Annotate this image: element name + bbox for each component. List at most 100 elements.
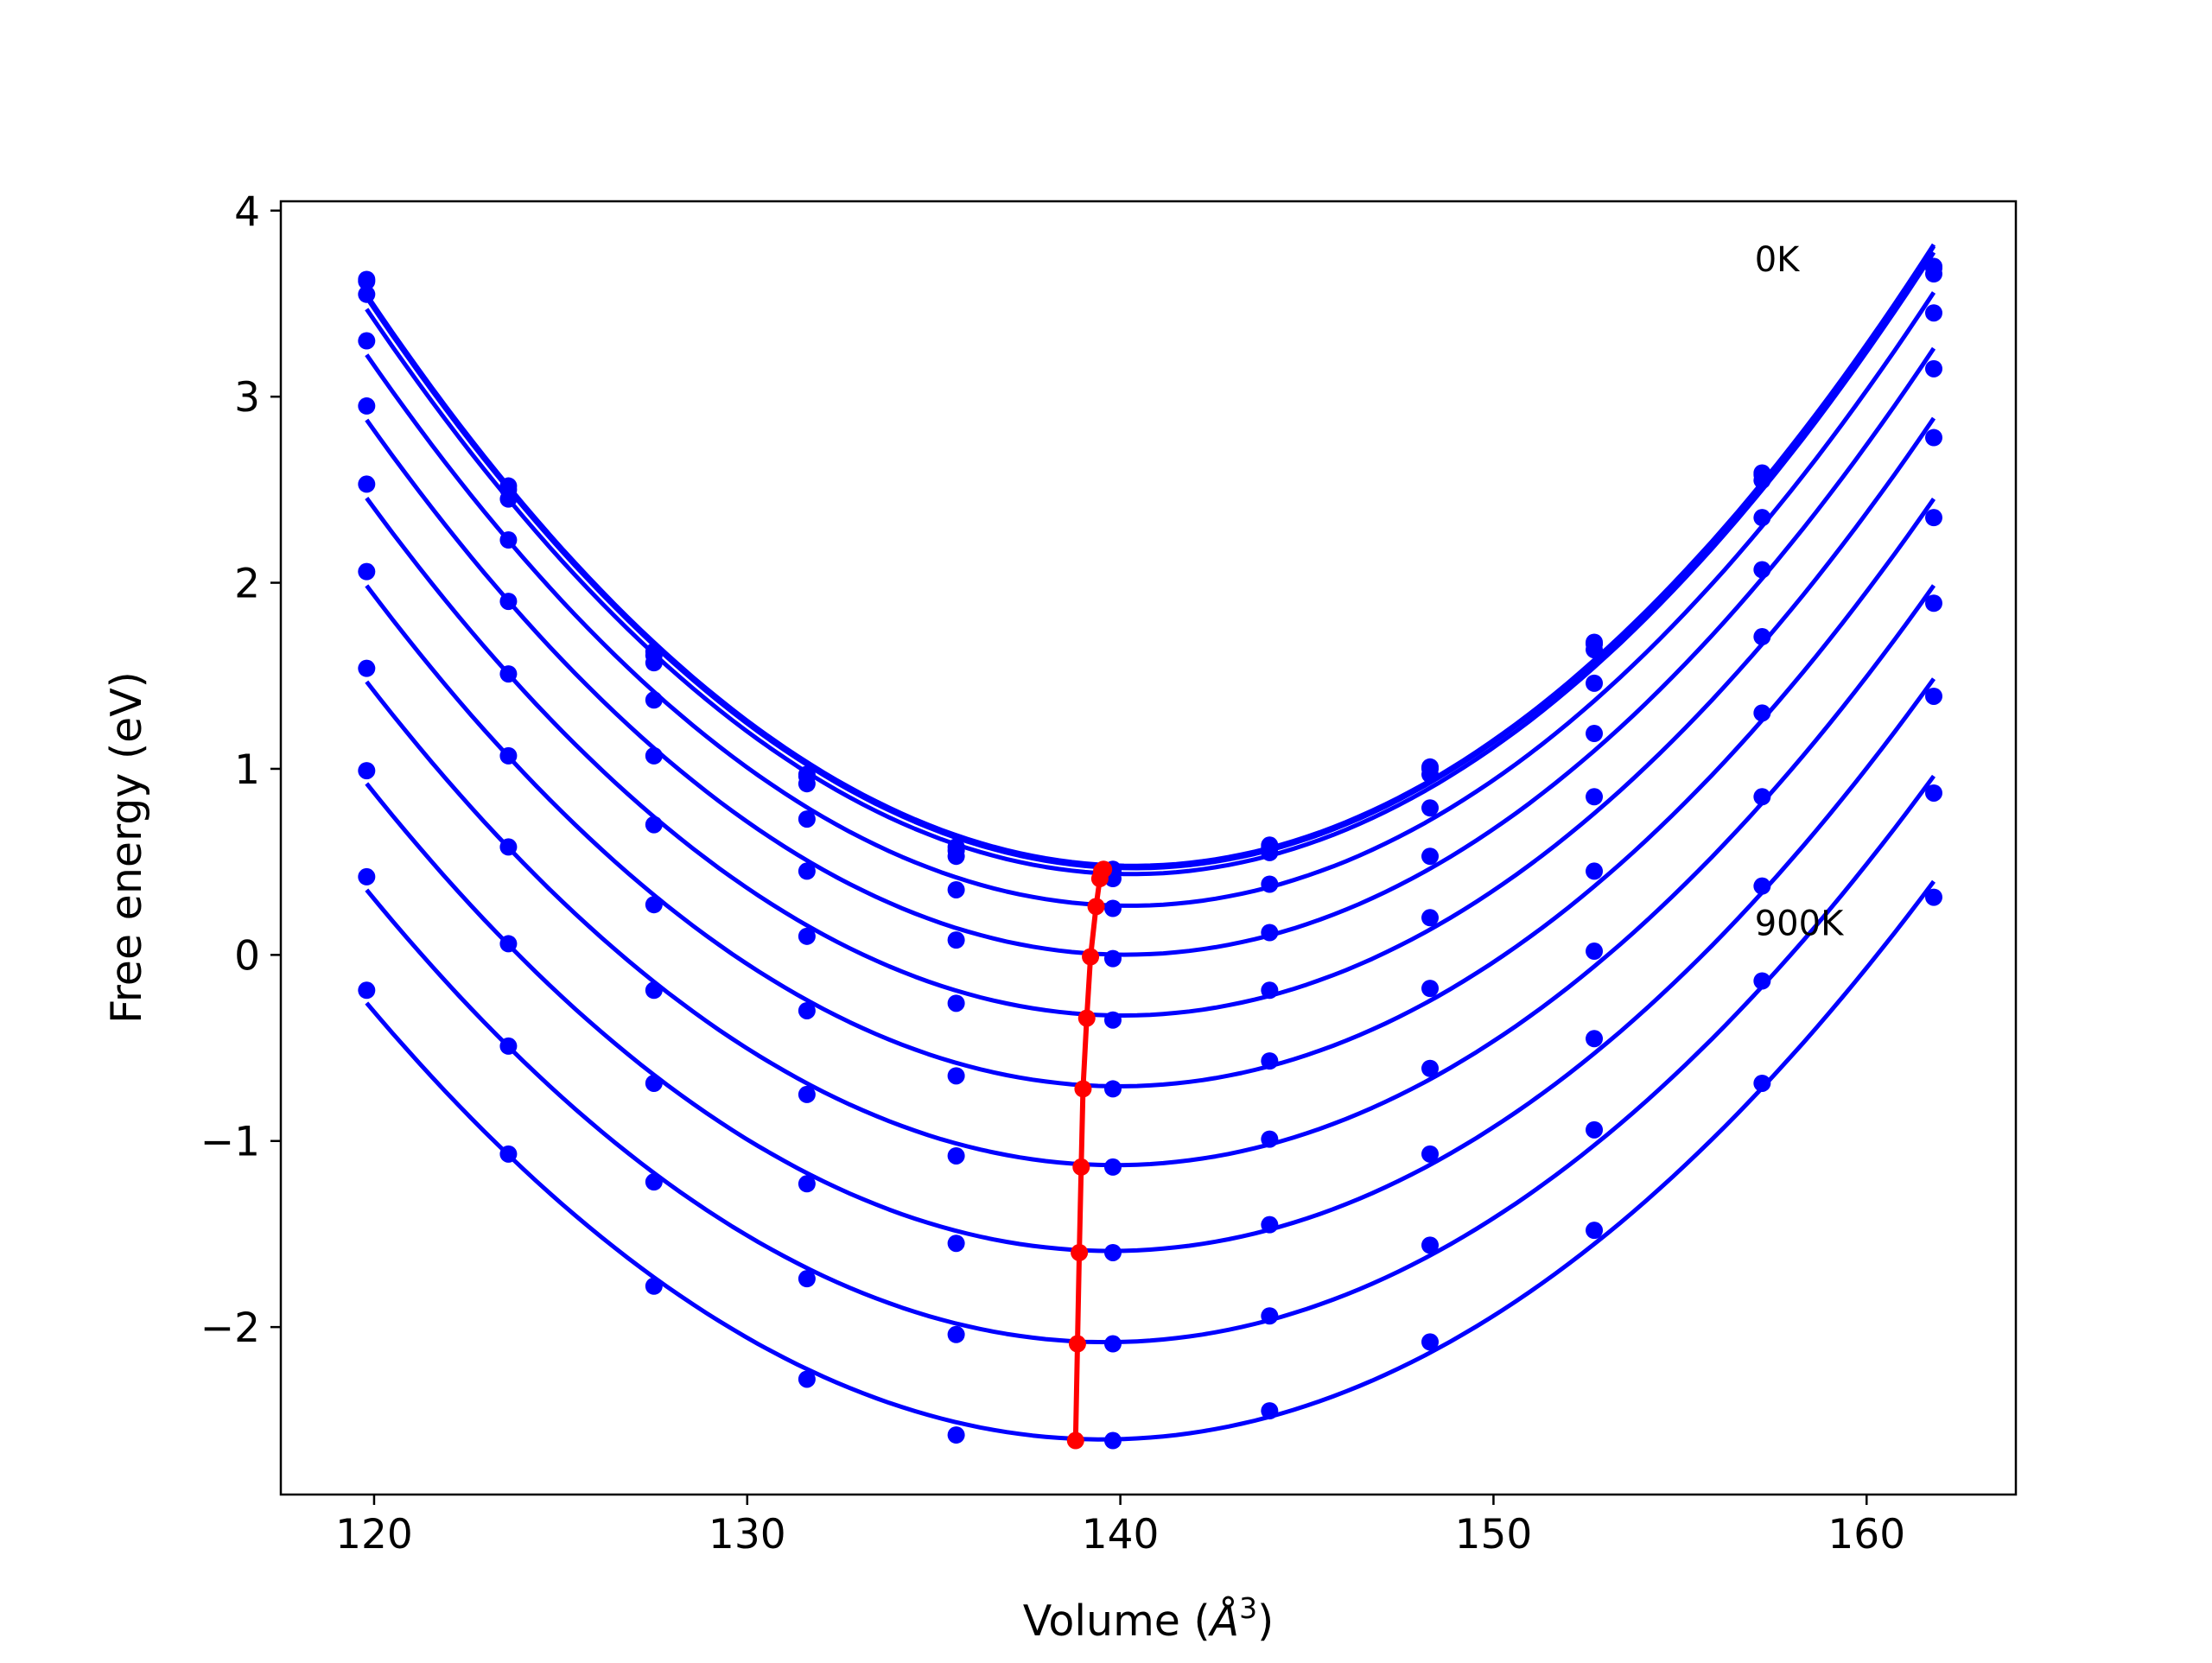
series-5 bbox=[358, 416, 1942, 1029]
data-point bbox=[1103, 1335, 1122, 1353]
data-point bbox=[1586, 788, 1604, 806]
data-point bbox=[1753, 972, 1771, 990]
data-point bbox=[1586, 641, 1604, 659]
data-point bbox=[499, 665, 518, 683]
data-point bbox=[1753, 628, 1771, 646]
minimum-layer bbox=[1066, 860, 1113, 1450]
x-tick-label: 150 bbox=[1455, 1511, 1533, 1558]
data-point bbox=[1103, 1243, 1122, 1261]
y-tick-label: 1 bbox=[234, 746, 260, 794]
series-line bbox=[365, 774, 1936, 1345]
data-point bbox=[1924, 359, 1942, 378]
data-point bbox=[798, 810, 816, 828]
series-6 bbox=[358, 497, 1942, 1098]
series-line bbox=[365, 244, 1936, 871]
series-8 bbox=[358, 677, 1942, 1261]
data-point bbox=[798, 862, 816, 880]
minimum-point bbox=[1068, 1335, 1086, 1353]
data-point bbox=[1261, 1307, 1279, 1325]
series-line bbox=[365, 416, 1936, 1018]
data-point bbox=[1103, 1080, 1122, 1098]
minimum-point bbox=[1074, 1080, 1092, 1098]
data-point bbox=[1421, 1059, 1440, 1077]
series-2 bbox=[358, 251, 1942, 888]
series-10 bbox=[358, 879, 1942, 1450]
data-point bbox=[358, 867, 376, 885]
data-point bbox=[1924, 265, 1942, 283]
data-point bbox=[499, 935, 518, 953]
data-point bbox=[358, 332, 376, 350]
data-point bbox=[1421, 765, 1440, 784]
data-point bbox=[947, 847, 965, 866]
data-point bbox=[947, 1325, 965, 1343]
data-point bbox=[1753, 1074, 1771, 1092]
minimum-point bbox=[1090, 870, 1109, 888]
data-point bbox=[1586, 674, 1604, 692]
data-point bbox=[1924, 687, 1942, 705]
x-axis-label: Volume (Å3) bbox=[1023, 1591, 1274, 1646]
x-tick-label: 140 bbox=[1082, 1511, 1160, 1558]
data-point bbox=[1586, 1030, 1604, 1048]
data-point bbox=[798, 1270, 816, 1288]
data-point bbox=[499, 838, 518, 856]
data-point bbox=[1421, 1333, 1440, 1351]
data-point bbox=[499, 531, 518, 549]
data-point bbox=[358, 397, 376, 415]
y-axis-label: Free energy (eV) bbox=[102, 671, 151, 1024]
data-point bbox=[947, 1067, 965, 1085]
data-point bbox=[947, 931, 965, 949]
data-point bbox=[1586, 943, 1604, 961]
series-7 bbox=[358, 584, 1942, 1176]
data-point bbox=[1753, 788, 1771, 806]
data-point bbox=[1924, 428, 1942, 447]
data-point bbox=[798, 1001, 816, 1019]
minimum-point bbox=[1087, 898, 1105, 916]
data-point bbox=[798, 775, 816, 793]
data-point bbox=[1924, 304, 1942, 322]
data-point bbox=[1924, 594, 1942, 613]
y-tick-label: 0 bbox=[234, 932, 260, 980]
data-point bbox=[499, 746, 518, 765]
annotation-label: 0K bbox=[1755, 240, 1801, 280]
data-point bbox=[1924, 509, 1942, 527]
data-point bbox=[1421, 847, 1440, 866]
x-tick-label: 160 bbox=[1827, 1511, 1905, 1558]
series-layer bbox=[358, 243, 1942, 1450]
data-point bbox=[1261, 1130, 1279, 1148]
data-point bbox=[645, 654, 663, 672]
data-point bbox=[358, 562, 376, 581]
data-point bbox=[1421, 1145, 1440, 1163]
data-point bbox=[358, 762, 376, 780]
data-point bbox=[1261, 981, 1279, 1000]
minimum-point bbox=[1072, 1158, 1090, 1176]
data-point bbox=[358, 475, 376, 493]
data-point bbox=[1261, 1402, 1279, 1420]
data-point bbox=[1103, 1011, 1122, 1029]
series-line bbox=[365, 291, 1936, 908]
data-point bbox=[1753, 472, 1771, 490]
data-point bbox=[798, 1370, 816, 1388]
series-3 bbox=[358, 291, 1942, 917]
x-tick-label: 120 bbox=[335, 1511, 413, 1558]
data-point bbox=[1753, 509, 1771, 527]
data-point bbox=[798, 927, 816, 945]
data-point bbox=[499, 1145, 518, 1163]
series-9 bbox=[358, 774, 1942, 1353]
data-point bbox=[1261, 843, 1279, 861]
minimum-point bbox=[1077, 1009, 1096, 1027]
y-tick-label: 2 bbox=[234, 561, 260, 608]
data-point bbox=[1421, 1236, 1440, 1254]
data-point bbox=[1924, 784, 1942, 802]
data-point bbox=[1421, 980, 1440, 998]
data-point bbox=[798, 1175, 816, 1193]
series-line bbox=[365, 346, 1936, 957]
series-4 bbox=[358, 346, 1942, 968]
data-point bbox=[645, 1173, 663, 1191]
data-point bbox=[947, 880, 965, 898]
data-point bbox=[1261, 1052, 1279, 1070]
y-tick-label: 3 bbox=[234, 374, 260, 422]
data-point bbox=[1261, 875, 1279, 893]
y-tick-label: −2 bbox=[200, 1304, 260, 1352]
y-tick-label: 4 bbox=[234, 188, 260, 236]
data-point bbox=[358, 285, 376, 303]
